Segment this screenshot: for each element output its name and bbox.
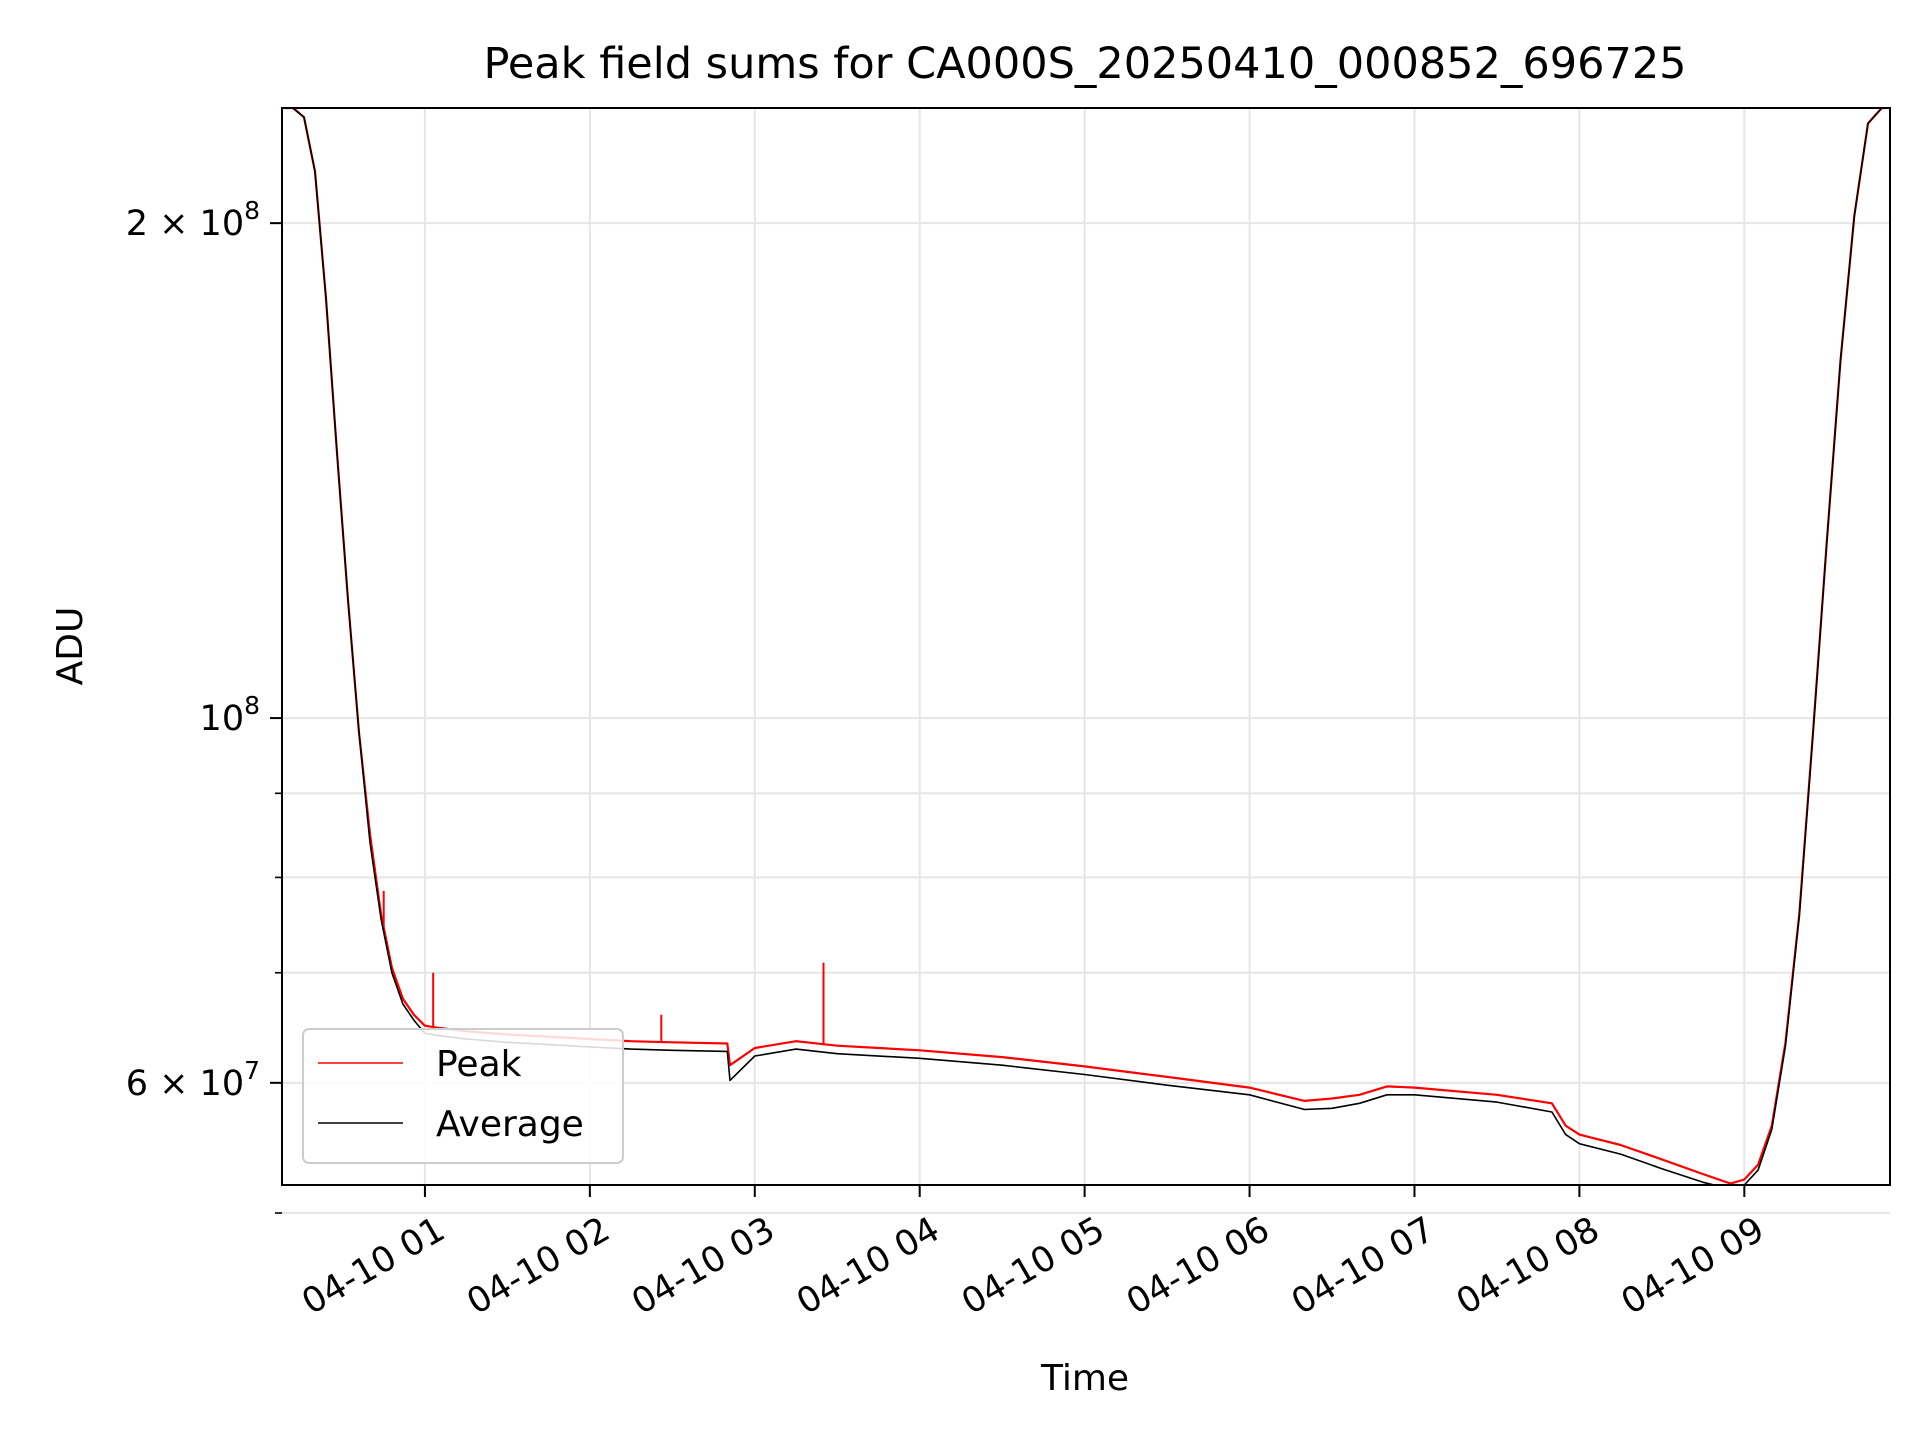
series-line-average: [282, 108, 1890, 1185]
legend-label-peak: Peak: [436, 1044, 522, 1085]
y-axis: 2 × 108 108 6 × 107: [126, 196, 282, 1214]
axes-frame: [281, 107, 1891, 1186]
legend: Peak Average: [302, 1028, 624, 1164]
legend-label-average: Average: [436, 1104, 584, 1145]
y-tick-label: 2 × 108: [126, 196, 260, 244]
x-axis-label: Time: [1040, 1358, 1129, 1399]
chart-title: Peak field sums for CA000S_20250410_0008…: [483, 39, 1686, 89]
plot-area: [282, 108, 1890, 1185]
y-axis-label: ADU: [50, 607, 91, 686]
y-tick-label: 108: [200, 691, 260, 739]
y-tick-label: 6 × 107: [126, 1056, 260, 1104]
